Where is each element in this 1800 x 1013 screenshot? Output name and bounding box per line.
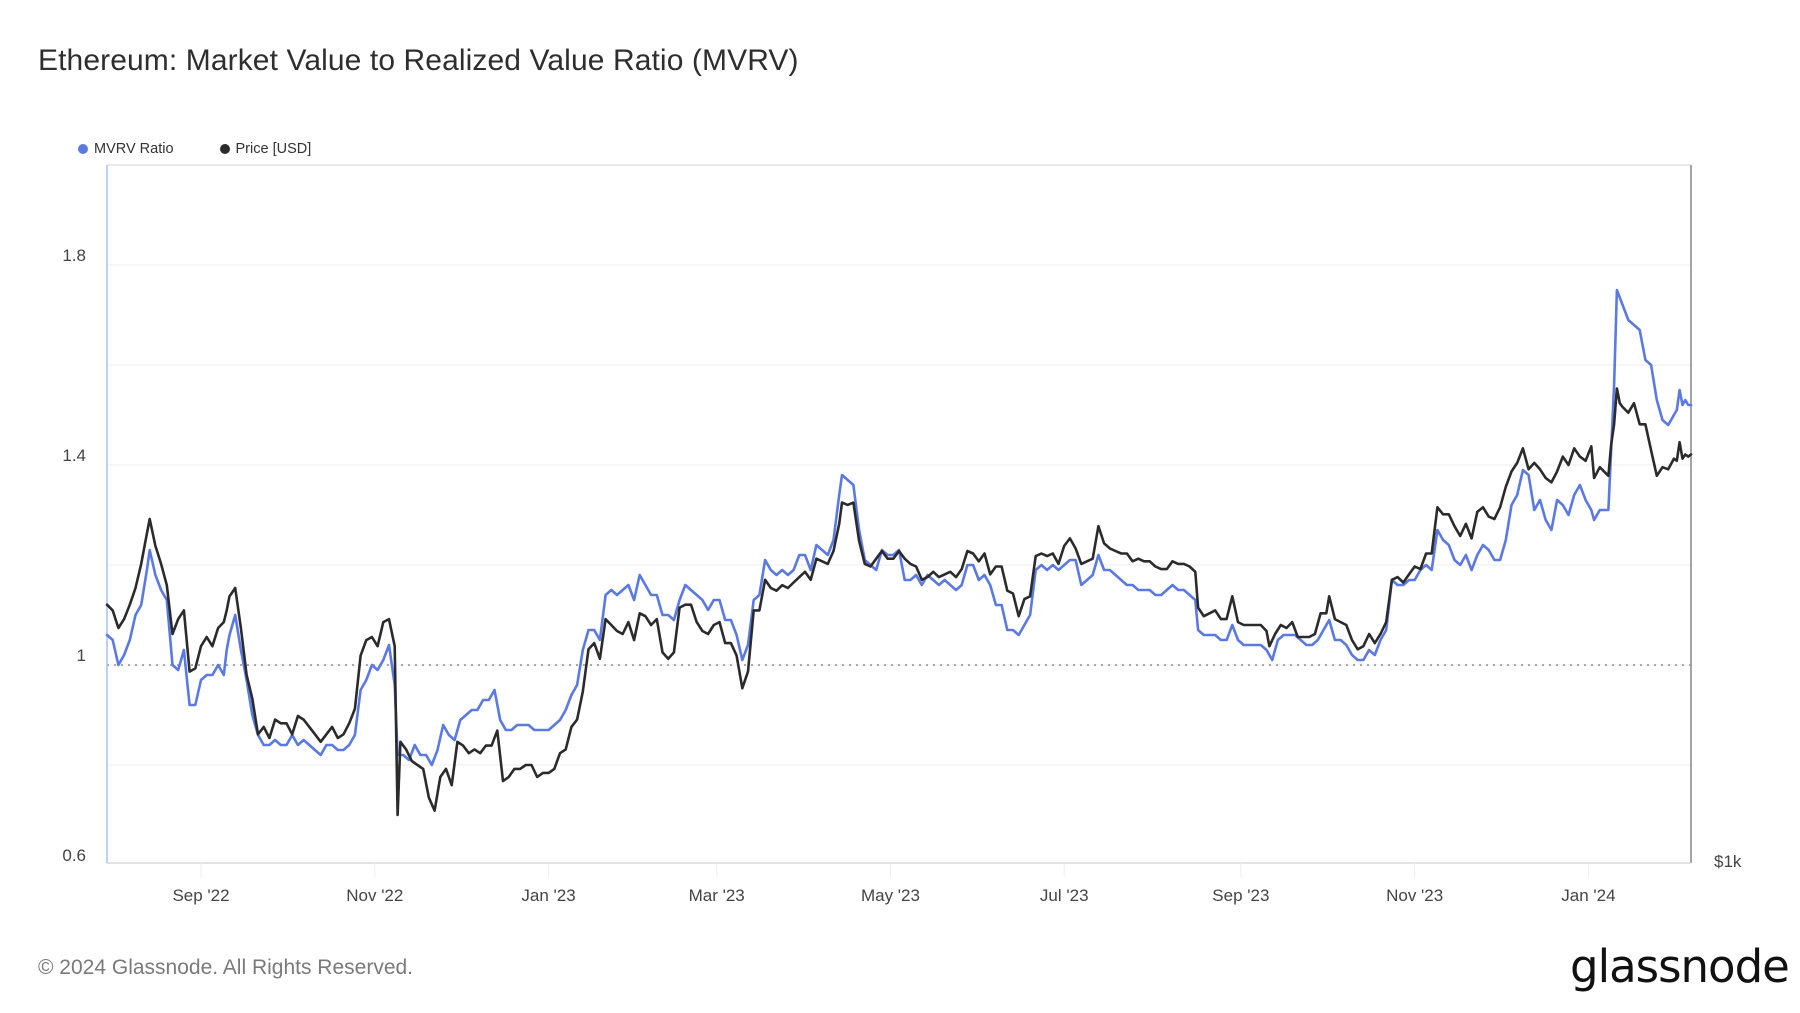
x-tick-label: Sep '22 (172, 886, 229, 905)
y-tick-label: 0.6 (62, 846, 86, 865)
axes (106, 164, 1692, 877)
legend-label-mvrv: MVRV Ratio (94, 141, 174, 157)
x-tick-label: Jan '23 (521, 886, 575, 905)
price-usd-line (105, 387, 1693, 817)
chart-legend: MVRV Ratio Price [USD] (78, 141, 357, 157)
x-tick-label: Nov '23 (1386, 886, 1443, 905)
y2-tick-label: $1k (1714, 852, 1742, 871)
y-tick-label: 1 (77, 646, 86, 665)
legend-item-price[interactable]: Price [USD] (219, 141, 312, 157)
axis-labels: Sep '22 Nov '22 Jan '23 Mar '23 May '23 Jul '… (62, 246, 1742, 905)
glassnode-logo[interactable]: glassnode (1570, 940, 1790, 993)
legend-item-mvrv[interactable]: MVRV Ratio (78, 141, 174, 157)
x-tick-label: Nov '22 (346, 886, 403, 905)
legend-dot-price-icon (219, 144, 230, 154)
x-tick-label: Mar '23 (689, 886, 745, 905)
y-tick-label: 1.8 (62, 246, 86, 265)
mvrv-ratio-line (105, 288, 1693, 767)
x-tick-label: May '23 (861, 886, 920, 905)
legend-label-price: Price [USD] (235, 141, 312, 157)
x-tick-label: Sep '23 (1212, 886, 1269, 905)
x-tick-label: Jan '24 (1561, 886, 1615, 905)
y-tick-label: 1.4 (62, 446, 86, 465)
chart-title: Ethereum: Market Value to Realized Value… (38, 44, 799, 77)
legend-dot-mvrv-icon (78, 144, 88, 154)
series-lines (105, 288, 1693, 817)
x-tick-label: Jul '23 (1040, 886, 1089, 905)
gridlines (107, 264, 1691, 766)
copyright-footer: © 2024 Glassnode. All Rights Reserved. (38, 956, 414, 979)
